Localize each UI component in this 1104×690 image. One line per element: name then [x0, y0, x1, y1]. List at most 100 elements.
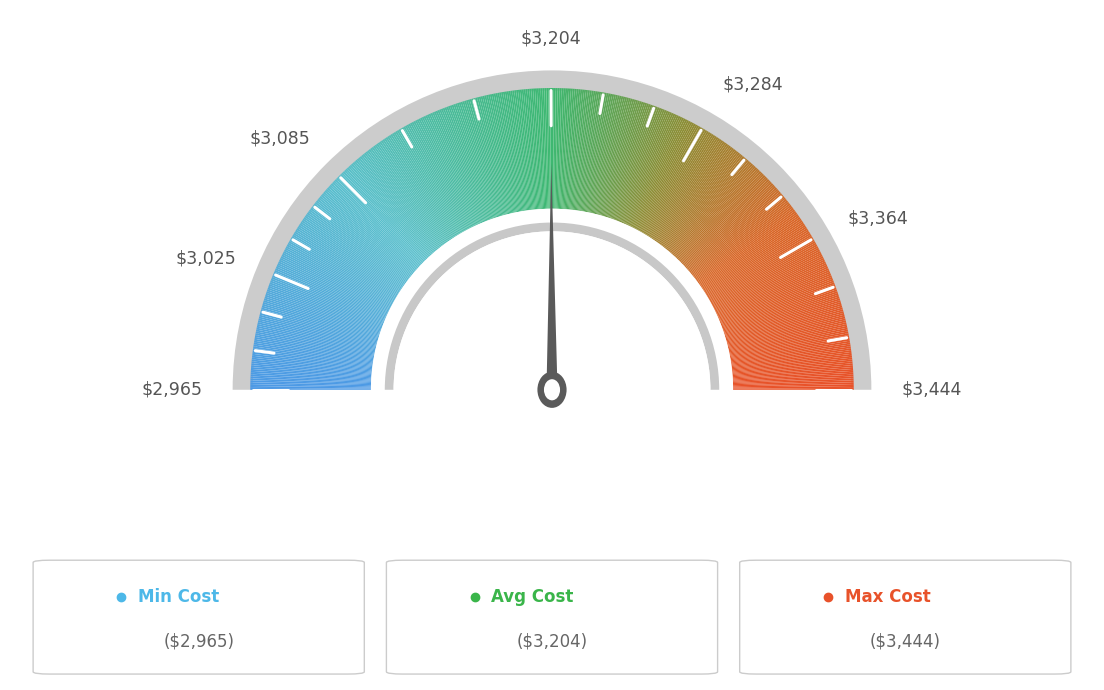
Wedge shape [577, 91, 595, 210]
Wedge shape [499, 92, 521, 212]
Wedge shape [410, 123, 468, 230]
Wedge shape [729, 322, 847, 351]
Wedge shape [635, 121, 692, 230]
Wedge shape [405, 126, 465, 232]
Wedge shape [719, 273, 831, 321]
Wedge shape [290, 238, 395, 299]
Wedge shape [537, 88, 544, 209]
Wedge shape [598, 98, 630, 215]
Wedge shape [332, 182, 421, 266]
Wedge shape [361, 155, 438, 250]
Wedge shape [679, 175, 765, 262]
Wedge shape [488, 95, 514, 213]
Wedge shape [725, 306, 842, 340]
Wedge shape [677, 171, 762, 259]
Wedge shape [385, 223, 719, 390]
Wedge shape [336, 178, 423, 264]
Wedge shape [252, 359, 372, 373]
Wedge shape [715, 259, 825, 313]
Wedge shape [298, 225, 401, 292]
Wedge shape [707, 231, 810, 295]
Wedge shape [512, 90, 529, 210]
Wedge shape [720, 279, 834, 324]
Wedge shape [556, 88, 562, 209]
Wedge shape [477, 97, 508, 215]
Wedge shape [567, 89, 581, 210]
Wedge shape [265, 295, 380, 334]
Wedge shape [272, 277, 384, 323]
Wedge shape [300, 221, 402, 290]
Wedge shape [273, 273, 385, 321]
Wedge shape [252, 357, 372, 372]
Wedge shape [708, 236, 813, 299]
Wedge shape [650, 136, 716, 238]
Wedge shape [689, 193, 782, 273]
Wedge shape [395, 131, 459, 235]
Wedge shape [555, 88, 560, 209]
Wedge shape [693, 200, 788, 277]
Wedge shape [728, 313, 845, 345]
Wedge shape [257, 326, 375, 353]
Wedge shape [272, 275, 384, 322]
Text: Min Cost: Min Cost [138, 589, 220, 607]
Wedge shape [570, 90, 584, 210]
Wedge shape [704, 226, 807, 293]
Text: ($3,444): ($3,444) [870, 632, 941, 650]
Wedge shape [252, 363, 372, 375]
Wedge shape [702, 221, 804, 290]
Wedge shape [646, 132, 711, 236]
Wedge shape [560, 88, 567, 209]
Wedge shape [609, 104, 649, 218]
Wedge shape [696, 206, 793, 281]
Wedge shape [629, 117, 682, 226]
Wedge shape [418, 119, 473, 228]
Wedge shape [252, 354, 372, 369]
Wedge shape [416, 119, 471, 228]
Wedge shape [258, 317, 376, 347]
Wedge shape [460, 101, 498, 217]
Wedge shape [691, 196, 785, 275]
Wedge shape [251, 386, 371, 388]
Wedge shape [726, 308, 842, 342]
Wedge shape [733, 386, 853, 388]
Wedge shape [486, 95, 513, 213]
Wedge shape [654, 140, 723, 241]
Wedge shape [578, 91, 597, 210]
Wedge shape [485, 95, 512, 213]
Wedge shape [563, 88, 573, 209]
Wedge shape [518, 90, 533, 210]
Wedge shape [613, 105, 655, 219]
Wedge shape [622, 111, 670, 223]
Wedge shape [294, 231, 397, 295]
Wedge shape [448, 106, 490, 220]
Wedge shape [603, 100, 638, 216]
Wedge shape [503, 92, 523, 211]
Wedge shape [310, 208, 407, 282]
Wedge shape [329, 185, 420, 268]
Wedge shape [475, 97, 507, 215]
Wedge shape [644, 130, 708, 235]
Wedge shape [680, 177, 766, 263]
Wedge shape [701, 219, 802, 288]
Text: $3,444: $3,444 [902, 381, 962, 399]
Wedge shape [251, 378, 371, 384]
Wedge shape [690, 195, 784, 273]
Wedge shape [287, 243, 394, 302]
Wedge shape [710, 243, 817, 302]
Wedge shape [733, 375, 853, 382]
Wedge shape [257, 322, 375, 351]
Wedge shape [672, 165, 754, 255]
Wedge shape [687, 188, 777, 269]
Wedge shape [725, 300, 841, 337]
Wedge shape [346, 168, 428, 258]
Wedge shape [732, 365, 853, 376]
Wedge shape [665, 154, 742, 249]
Wedge shape [293, 235, 396, 297]
Wedge shape [616, 108, 661, 221]
Wedge shape [443, 108, 488, 221]
Wedge shape [620, 110, 668, 223]
Wedge shape [431, 113, 480, 224]
Wedge shape [630, 117, 683, 227]
Wedge shape [569, 89, 582, 210]
Wedge shape [730, 330, 848, 355]
